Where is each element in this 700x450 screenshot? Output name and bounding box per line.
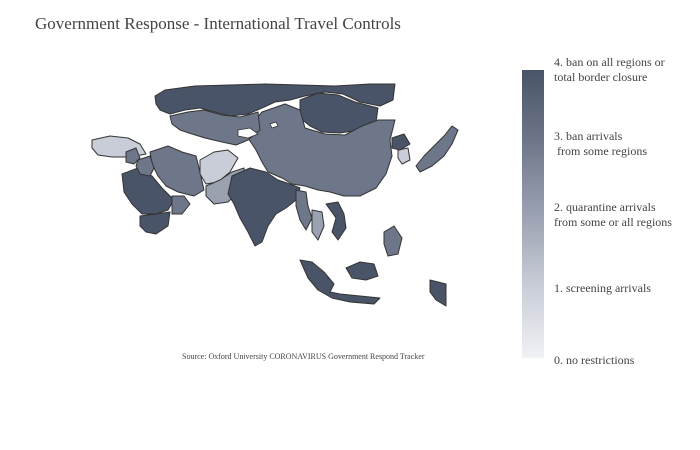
legend-label-4: 4. ban on all regions or total border cl… <box>554 55 665 84</box>
country-kazakhstan <box>169 109 261 146</box>
country-iran <box>149 145 205 197</box>
country-myanmar <box>295 189 313 231</box>
country-papua-new-guinea <box>429 279 447 307</box>
country-thailand <box>311 209 325 241</box>
country-iraq <box>135 155 155 177</box>
legend-label-3: 3. ban arrivals from some regions <box>554 129 647 158</box>
country-russia <box>154 83 396 117</box>
country-south-korea <box>397 147 411 165</box>
country-north-korea <box>391 133 411 151</box>
country-syria <box>125 147 141 165</box>
country-china <box>247 103 396 197</box>
source-note: Source: Oxford University CORONAVIRUS Go… <box>182 352 425 361</box>
country-oman <box>171 195 191 215</box>
country-vietnam <box>325 201 347 241</box>
colorbar <box>522 70 544 358</box>
colorbar-gradient <box>522 70 544 358</box>
country-japan <box>415 125 459 173</box>
legend-label-0: 0. no restrictions <box>554 353 635 367</box>
country-malaysia <box>345 261 379 281</box>
country-yemen <box>139 211 171 235</box>
lake-2 <box>269 121 279 129</box>
legend-label-2: 2. quarantine arrivals from some or all … <box>554 200 672 229</box>
country-india <box>227 167 301 247</box>
country-afghanistan <box>199 149 239 185</box>
legend-label-1: 1. screening arrivals <box>554 281 651 295</box>
lake-1 <box>237 127 259 139</box>
chart-title: Government Response - International Trav… <box>35 14 401 33</box>
country-indonesia <box>299 259 381 305</box>
country-philippines <box>383 225 403 257</box>
